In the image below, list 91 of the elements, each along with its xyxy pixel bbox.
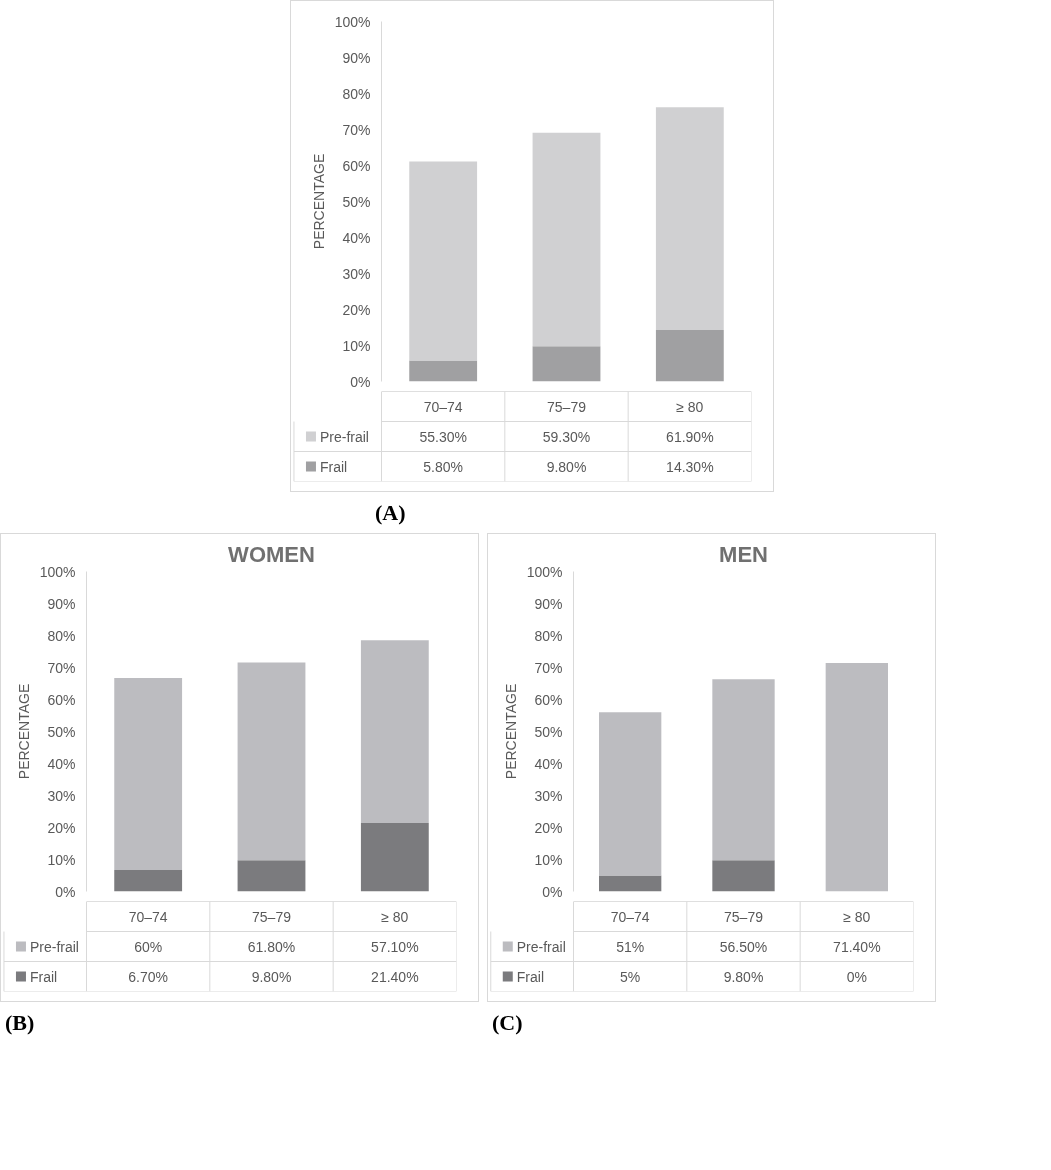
y-tick-label: 50% [47, 723, 76, 740]
bar [599, 875, 662, 892]
data-label: 9.80% [546, 458, 587, 475]
data-label: 61.90% [666, 428, 714, 445]
data-label: 5.80% [423, 458, 464, 475]
bar [655, 330, 724, 382]
y-tick-label: 70% [534, 659, 563, 676]
y-tick-label: 70% [47, 659, 76, 676]
y-tick-label: 40% [342, 229, 371, 246]
y-tick-label: 20% [534, 819, 563, 836]
legend-label: Frail [516, 968, 544, 985]
bar [237, 662, 306, 861]
y-tick-label: 80% [47, 627, 76, 644]
data-label: 14.30% [666, 458, 714, 475]
data-label: 9.80% [251, 968, 292, 985]
x-tick-label: 75–79 [547, 398, 587, 415]
x-tick-label: 75–79 [252, 908, 292, 925]
bar [237, 860, 306, 892]
bar [409, 360, 478, 382]
y-axis-title: PERCENTAGE [502, 684, 519, 780]
data-label: 9.80% [723, 968, 764, 985]
y-tick-label: 10% [47, 851, 76, 868]
y-axis-title: PERCENTAGE [15, 684, 32, 780]
chart-title: WOMEN [228, 541, 315, 567]
bar [712, 679, 775, 861]
y-tick-label: 40% [534, 755, 563, 772]
y-tick-label: 80% [534, 627, 563, 644]
y-tick-label: 30% [47, 787, 76, 804]
data-label: 5% [620, 968, 641, 985]
y-tick-label: 70% [342, 121, 371, 138]
y-tick-label: 50% [342, 193, 371, 210]
data-label: 21.40% [371, 968, 419, 985]
text: (B) [5, 1009, 35, 1038]
legend-label: Pre-frail [516, 938, 566, 955]
y-tick-label: 80% [342, 85, 371, 102]
bar [825, 663, 888, 892]
bar [712, 860, 775, 892]
x-tick-label: ≥ 80 [381, 908, 409, 925]
data-label: 71.40% [833, 938, 881, 955]
x-tick-label: 70–74 [423, 398, 463, 415]
y-tick-label: 60% [342, 157, 371, 174]
y-tick-label: 60% [534, 691, 563, 708]
y-tick-label: 0% [542, 883, 563, 900]
y-tick-label: 20% [47, 819, 76, 836]
y-tick-label: 0% [350, 373, 371, 390]
x-tick-label: 75–79 [724, 908, 764, 925]
y-tick-label: 40% [47, 755, 76, 772]
y-tick-label: 30% [534, 787, 563, 804]
legend-label: Frail [319, 458, 348, 475]
bar [360, 823, 429, 892]
y-tick-label: 10% [342, 337, 371, 354]
y-tick-label: 50% [534, 723, 563, 740]
data-label: 51% [616, 938, 645, 955]
x-tick-label: ≥ 80 [676, 398, 704, 415]
x-tick-label: 70–74 [128, 908, 168, 925]
data-label: 55.30% [419, 428, 467, 445]
bar [360, 640, 429, 824]
y-tick-label: 100% [39, 563, 76, 580]
data-label: 56.50% [719, 938, 768, 955]
y-tick-label: 90% [47, 595, 76, 612]
y-tick-label: 60% [47, 691, 76, 708]
bar [409, 161, 478, 361]
text: (A) [375, 499, 406, 527]
data-label: 59.30% [542, 428, 591, 445]
y-tick-label: 0% [55, 883, 76, 900]
y-tick-label: 100% [526, 563, 563, 580]
data-label: 57.10% [371, 938, 419, 955]
y-tick-label: 30% [342, 265, 371, 282]
y-tick-label: 20% [342, 301, 371, 318]
y-tick-label: 90% [342, 49, 371, 66]
legend-label: Pre-frail [319, 428, 369, 445]
bar [655, 107, 724, 331]
y-tick-label: 90% [534, 595, 563, 612]
bar [114, 870, 183, 892]
bar [599, 712, 662, 876]
text: (C) [492, 1009, 523, 1038]
legend-label: Pre-frail [29, 938, 79, 955]
data-label: 6.70% [128, 968, 169, 985]
x-tick-label: ≥ 80 [843, 908, 871, 925]
y-axis-title: PERCENTAGE [310, 153, 327, 250]
y-tick-label: 10% [534, 851, 563, 868]
y-tick-label: 100% [334, 13, 371, 30]
bar [532, 346, 601, 382]
data-label: 60% [134, 938, 163, 955]
legend-label: Frail [29, 968, 58, 985]
bar [114, 678, 183, 871]
x-tick-label: 70–74 [610, 908, 650, 925]
chart-title: MEN [719, 541, 768, 567]
bar [532, 132, 601, 347]
data-label: 61.80% [247, 938, 296, 955]
data-label: 0% [846, 968, 867, 985]
